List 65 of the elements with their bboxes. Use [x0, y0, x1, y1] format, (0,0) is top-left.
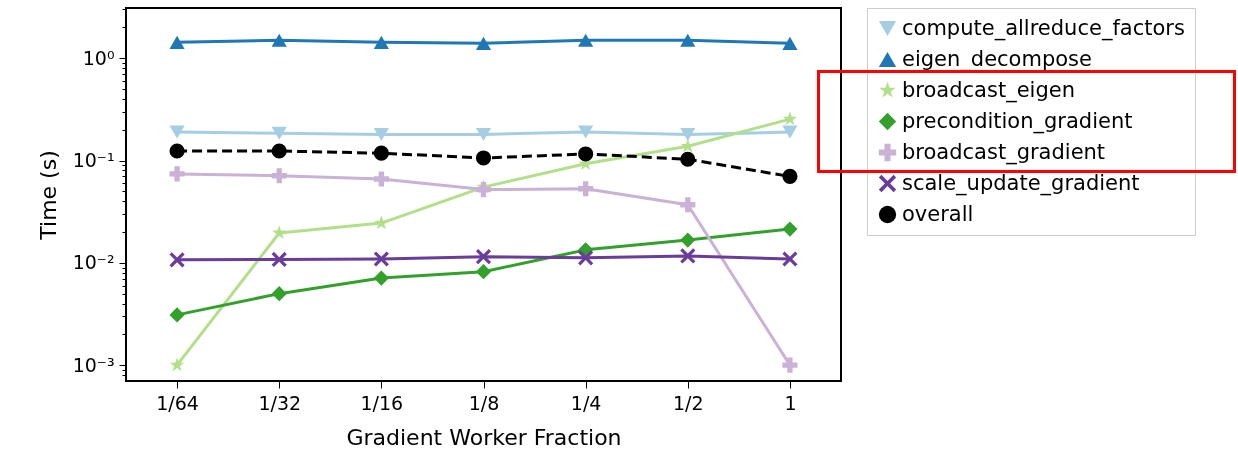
point — [782, 357, 798, 373]
x-axis-title: Gradient Worker Fraction — [346, 424, 622, 450]
point — [680, 151, 696, 167]
point — [782, 125, 798, 139]
y-tick-label: 10⁻¹ — [72, 149, 115, 172]
y-tick-label: 10⁻² — [72, 251, 115, 274]
legend-label: broadcast_eigen — [902, 77, 1075, 103]
point — [578, 125, 594, 139]
point — [169, 166, 185, 182]
point — [271, 33, 287, 47]
legend-label: scale_update_gradient — [902, 170, 1140, 196]
point — [782, 251, 798, 267]
x-tick-label: 1/32 — [258, 391, 302, 414]
point — [169, 357, 185, 372]
point — [680, 232, 696, 248]
point — [475, 182, 492, 198]
point — [169, 143, 185, 159]
point — [373, 251, 389, 267]
x-tick-label: 1/64 — [156, 391, 199, 414]
x-tick-label: 1/8 — [468, 391, 500, 414]
x-tick-label: 1 — [784, 391, 797, 414]
y-axis-title: Time (s) — [35, 150, 61, 241]
point — [578, 250, 594, 266]
x-tick-label: 1/16 — [360, 391, 404, 414]
legend-label: precondition_gradient — [902, 108, 1133, 134]
point — [782, 221, 798, 237]
point — [169, 35, 185, 49]
point — [373, 171, 389, 187]
point — [271, 126, 287, 140]
point — [373, 127, 389, 142]
point — [782, 36, 798, 50]
point — [578, 146, 594, 162]
legend-label: eigen_decompose — [902, 46, 1092, 72]
point — [578, 181, 594, 197]
point — [475, 264, 492, 280]
point — [475, 150, 492, 166]
point — [373, 35, 389, 49]
x-tick-label: 1/4 — [570, 391, 602, 414]
point — [578, 33, 594, 47]
point — [271, 286, 287, 302]
point — [272, 225, 287, 240]
legend-label: overall — [902, 201, 974, 226]
point — [373, 145, 389, 161]
point — [475, 249, 492, 265]
point — [475, 127, 492, 142]
point — [475, 36, 492, 50]
point — [782, 168, 798, 184]
point — [680, 248, 696, 264]
point — [782, 111, 798, 126]
point — [169, 252, 185, 268]
point — [169, 307, 185, 323]
point — [680, 33, 696, 47]
point — [680, 138, 695, 153]
point — [271, 251, 287, 268]
point — [680, 197, 696, 213]
y-tick-label: 10⁰ — [82, 46, 115, 69]
legend-label: broadcast_gradient — [902, 139, 1106, 165]
point — [271, 168, 287, 184]
point — [271, 143, 287, 159]
legend-label: compute_allreduce_factors — [902, 15, 1185, 41]
point — [680, 127, 696, 142]
point — [169, 125, 185, 139]
point — [373, 270, 389, 286]
y-tick-label: 10⁻³ — [72, 353, 115, 376]
x-tick-label: 1/2 — [673, 391, 704, 414]
